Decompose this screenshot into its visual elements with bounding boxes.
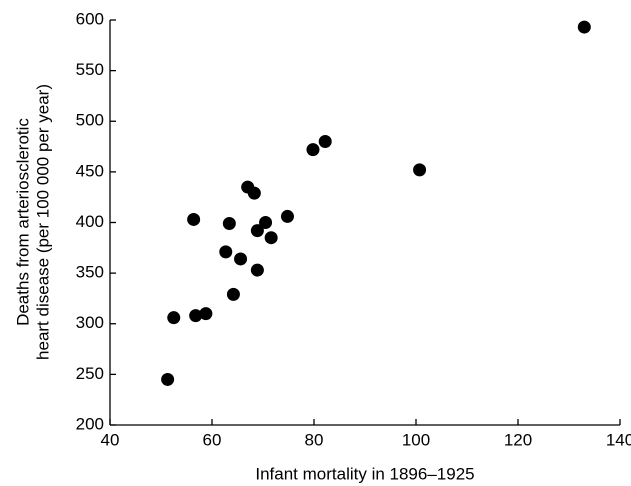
y-tick-label: 600 (76, 9, 104, 28)
point (226, 287, 240, 301)
point (199, 307, 213, 321)
point (222, 217, 236, 231)
y-axis-label: Deaths from arteriosclerotic (13, 118, 32, 326)
point (234, 252, 248, 266)
x-tick-label: 80 (305, 430, 324, 449)
y-tick-label: 350 (76, 263, 104, 282)
y-axis-label: heart disease (per 100 000 per year) (33, 84, 52, 360)
point (318, 135, 332, 148)
point (250, 224, 264, 238)
point (219, 245, 233, 259)
point (259, 216, 273, 229)
x-tick-label: 40 (101, 430, 120, 449)
y-tick-label: 450 (76, 161, 104, 180)
point (167, 311, 181, 325)
x-tick-label: 140 (606, 430, 631, 449)
y-tick-label: 500 (76, 111, 104, 130)
point (306, 143, 320, 157)
point (250, 263, 264, 277)
y-tick-label: 300 (76, 313, 104, 332)
point (280, 209, 294, 223)
y-tick-label: 550 (76, 60, 104, 79)
point (187, 212, 201, 226)
y-tick-label: 200 (76, 414, 104, 433)
x-tick-label: 60 (203, 430, 222, 449)
point (577, 20, 591, 34)
y-tick-label: 400 (76, 212, 104, 231)
y-tick-label: 250 (76, 364, 104, 383)
point (264, 231, 278, 245)
point (189, 309, 203, 323)
point (247, 186, 261, 200)
point (413, 163, 427, 177)
x-axis-label: Infant mortality in 1896–1925 (255, 464, 474, 483)
point (161, 372, 175, 386)
x-tick-label: 100 (402, 430, 430, 449)
x-tick-label: 120 (504, 430, 532, 449)
